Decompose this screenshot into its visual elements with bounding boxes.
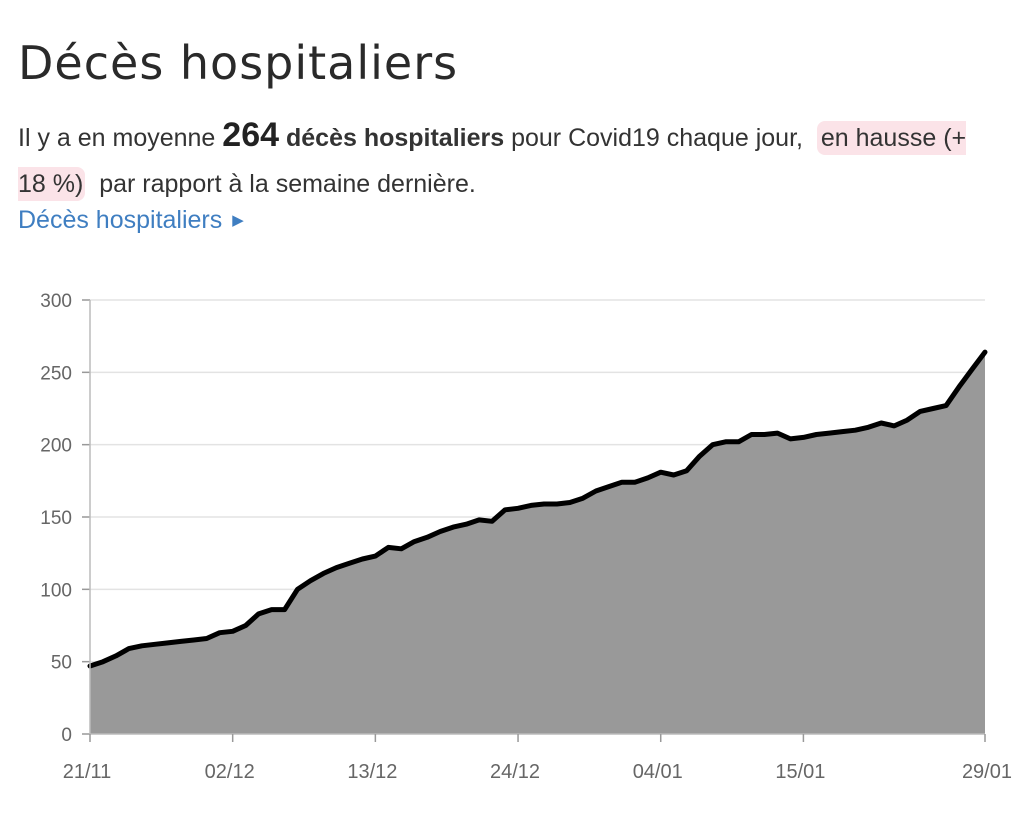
y-tick-label: 150 [40, 508, 72, 529]
average-value: 264 [222, 116, 280, 154]
x-tick-label: 02/12 [205, 761, 255, 783]
area-chart: 0 50 100 150 200 250 300 21/11 02/12 13/12 24/12 0… [40, 291, 1012, 783]
summary-middle: pour Covid19 chaque jour, [511, 124, 803, 152]
y-tick-label: 50 [51, 653, 72, 674]
y-tick-label: 250 [40, 363, 72, 384]
series-line [87, 349, 988, 669]
y-tick-label: 0 [61, 725, 72, 746]
y-axis-ticks: 0 50 100 150 200 250 300 [40, 291, 72, 746]
summary-prefix: Il y a en moyenne [18, 124, 216, 152]
details-link-label: Décès hospitaliers [18, 206, 223, 234]
page-title: Décès hospitaliers [18, 36, 459, 90]
triangle-right-icon: ▶ [232, 212, 244, 229]
x-tick-label: 29/01 [962, 761, 1012, 783]
y-tick-label: 300 [40, 291, 72, 312]
summary-text: Il y a en moyenne 264 décès hospitaliers… [18, 112, 993, 207]
x-tick-label: 15/01 [775, 761, 825, 783]
x-tick-label: 04/01 [633, 761, 683, 783]
area-fill [90, 352, 985, 734]
details-link[interactable]: Décès hospitaliers ▶ [18, 206, 244, 235]
metric-label: décès hospitaliers [285, 124, 505, 152]
summary-suffix: par rapport à la semaine dernière. [99, 170, 476, 198]
chart-area-layer [87, 349, 988, 734]
y-tick-label: 100 [40, 580, 72, 601]
chart-axis [89, 300, 985, 735]
x-axis-ticks: 21/11 02/12 13/12 24/12 04/01 15/01 29/01 [63, 734, 1012, 783]
x-tick-label: 24/12 [490, 761, 540, 783]
x-tick-label: 21/11 [63, 761, 112, 783]
x-tick-label: 13/12 [347, 761, 397, 783]
y-tick-label: 200 [40, 436, 72, 457]
